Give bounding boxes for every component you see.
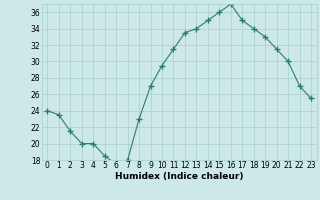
X-axis label: Humidex (Indice chaleur): Humidex (Indice chaleur) [115, 172, 244, 181]
